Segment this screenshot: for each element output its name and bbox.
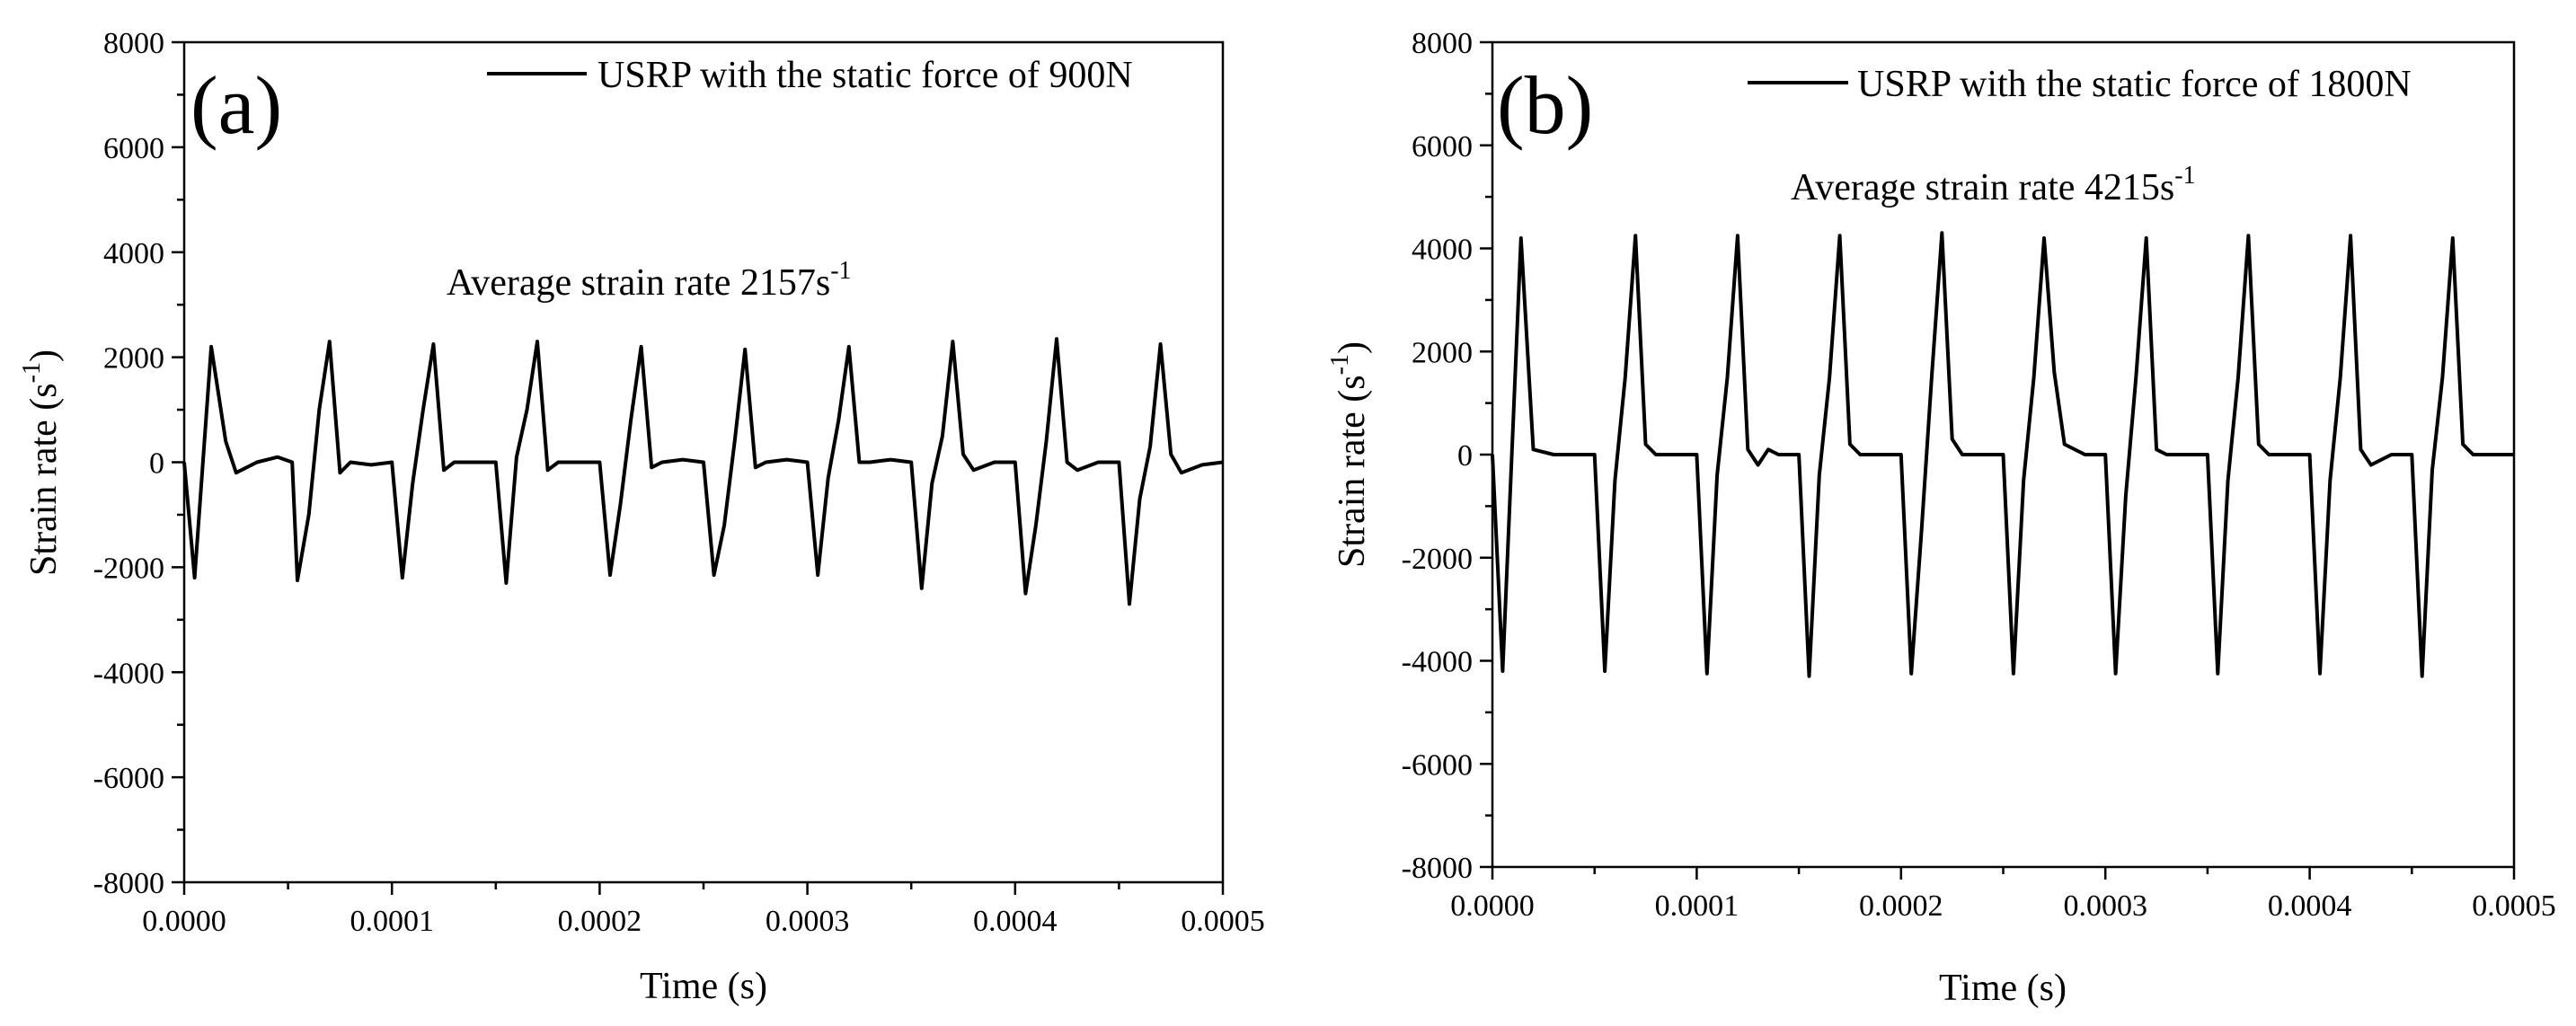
y-tick-label: 8000: [1412, 27, 1473, 60]
y-tick-label: 2000: [1412, 336, 1473, 369]
axis-ticks: [1480, 40, 2516, 880]
strain-rate-series-line: [1491, 231, 2514, 678]
annotation-sup: -1: [2174, 162, 2195, 190]
panel-label: (a): [190, 59, 282, 151]
panel-b: -8000 -6000 -4000 -2000 0 2000 4000 6000 8000 0.…: [1326, 27, 2556, 1009]
annotation-average-strain-rate: Average strain rate 2157s-1: [447, 257, 852, 304]
y-tick-label: 4000: [1412, 234, 1473, 267]
x-tick-label: 0.0002: [1859, 889, 1943, 923]
y-tick-label: -2000: [1402, 543, 1473, 576]
y-tick-label: -4000: [1402, 646, 1473, 679]
annotation-text: Average strain rate 4215s: [1791, 167, 2174, 208]
y-axis-label-text: Strain rate (s: [23, 383, 65, 576]
x-tick-labels: 0.0000 0.0001 0.0002 0.0003 0.0004 0.0005: [1450, 889, 2556, 923]
y-tick-label: -6000: [93, 762, 164, 795]
x-tick-label: 0.0003: [766, 905, 850, 938]
y-tick-label: 0: [1457, 439, 1473, 473]
x-tick-label: 0.0000: [1450, 889, 1535, 923]
x-tick-label: 0.0005: [2472, 889, 2556, 923]
x-tick-label: 0.0004: [2268, 889, 2352, 923]
y-axis-label: Strain rate (s-1): [18, 349, 65, 576]
y-tick-label: -8000: [1402, 852, 1473, 885]
y-tick-label: -6000: [1402, 748, 1473, 782]
x-tick-label: 0.0005: [1181, 905, 1265, 938]
x-tick-label: 0.0001: [1655, 889, 1739, 923]
x-axis-label: Time (s): [1939, 968, 2067, 1009]
y-axis-label: Strain rate (s-1): [1326, 341, 1373, 568]
y-tick-label: 4000: [103, 237, 164, 270]
y-tick-label: 8000: [103, 27, 164, 60]
y-tick-label: 2000: [103, 342, 164, 376]
x-tick-label: 0.0002: [558, 905, 642, 938]
x-tick-labels: 0.0000 0.0001 0.0002 0.0003 0.0004 0.0005: [142, 905, 1265, 938]
y-tick-label: -2000: [93, 552, 164, 585]
strain-rate-series-line: [182, 337, 1224, 606]
y-tick-labels: -8000 -6000 -4000 -2000 0 2000 4000 6000 8000: [1402, 27, 1473, 885]
y-tick-label: 0: [149, 447, 164, 481]
panel-label: (b): [1497, 59, 1593, 151]
panel-a: -8000 -6000 -4000 -2000 0 2000 4000 6000 8000 0.…: [18, 27, 1265, 1007]
x-tick-label: 0.0000: [142, 905, 226, 938]
legend-label: USRP with the static force of 900N: [598, 55, 1133, 96]
y-axis-label-close: ): [1332, 341, 1373, 354]
y-axis-label-sup: -1: [18, 362, 46, 383]
x-axis-label: Time (s): [640, 966, 767, 1007]
y-tick-labels: -8000 -6000 -4000 -2000 0 2000 4000 6000 8000: [93, 27, 164, 900]
y-axis-label-text: Strain rate (s: [1332, 375, 1373, 568]
y-tick-label: 6000: [103, 132, 164, 165]
legend-label: USRP with the static force of 1800N: [1857, 64, 2412, 105]
annotation-text: Average strain rate 2157s: [447, 262, 830, 304]
y-tick-label: -4000: [93, 657, 164, 690]
x-tick-label: 0.0001: [350, 905, 434, 938]
y-axis-label-close: ): [23, 349, 65, 362]
annotation-sup: -1: [830, 257, 851, 285]
x-tick-label: 0.0004: [973, 905, 1058, 938]
y-axis-label-sup: -1: [1326, 354, 1354, 375]
annotation-average-strain-rate: Average strain rate 4215s-1: [1791, 162, 2196, 208]
y-tick-label: 6000: [1412, 130, 1473, 164]
y-tick-label: -8000: [93, 867, 164, 900]
axis-ticks: [172, 40, 1225, 895]
x-tick-label: 0.0003: [2063, 889, 2147, 923]
